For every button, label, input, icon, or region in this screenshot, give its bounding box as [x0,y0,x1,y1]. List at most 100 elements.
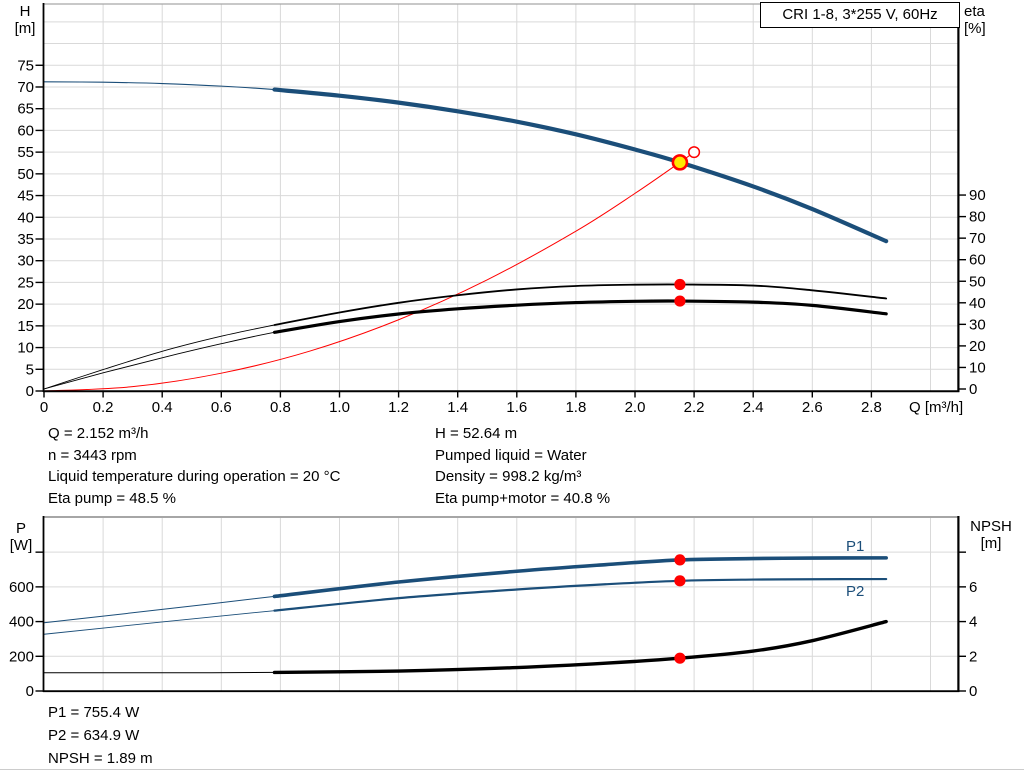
eta-pump-curve-thin [43,283,887,390]
requested-duty-marker [688,146,701,159]
system-curve [43,151,695,392]
eta-pump-operating-dot [674,278,686,291]
tick-label: 90 [969,187,986,204]
operating-readout-right: H = 52.64 m Pumped liquid = Water Densit… [435,423,610,510]
tick-label: 6 [969,579,977,596]
tick-label: 2.2 [684,399,705,416]
bottom-chart-axes: 0 200 400 600 0 2 4 6 [9,516,977,700]
readout-n: n = 3443 rpm [48,446,137,464]
npsh-curve-thin [43,621,887,674]
tick-label: 1.8 [565,399,586,416]
h-axis-title: H [m] [6,3,44,37]
readout-p2: P2 = 634.9 W [48,726,140,744]
npsh-operating-dot [674,652,686,664]
tick-label: 70 [969,230,986,247]
bottom-chart-curves [43,556,888,675]
p2-operating-dot [674,575,686,587]
tick-label: 1.2 [388,399,409,416]
tick-label: 30 [969,316,986,333]
chart-title-box: CRI 1-8, 3*255 V, 60Hz [760,2,960,28]
tick-label: 50 [969,273,986,290]
qh-curve [43,81,889,244]
p1-curve-label: P1 [846,538,865,555]
top-chart-grid [43,3,959,391]
tick-label: 2.0 [625,399,646,416]
bottom-chart-markers [674,554,686,664]
tick-label: 75 [17,57,34,74]
npsh-axis-title-line2: [m] [980,535,1002,552]
tick-label: 45 [17,188,34,205]
tick-label: 0.4 [152,399,173,416]
tick-label: 0.8 [270,399,291,416]
top-chart-markers [671,146,701,307]
tick-label: 25 [17,274,34,291]
q-axis-unit-label: Q [m³/h] [909,399,964,416]
tick-label: 70 [17,79,34,96]
npsh-axis-title-line1: NPSH [970,518,1012,535]
npsh-curve-thick [272,619,888,675]
operating-readout-bottom: P1 = 755.4 W P2 = 634.9 W NPSH = 1.89 m [48,702,153,770]
tick-label: 0 [969,381,977,398]
p1-operating-dot [674,554,686,566]
tick-label: 20 [969,338,986,355]
tick-label: 60 [969,252,986,269]
eta-pump-motor-curve-thin [43,300,887,390]
tick-label: 55 [17,144,34,161]
npsh-axis-title: NPSH [m] [960,518,1022,552]
h-axis-title-line2: [m] [14,20,36,37]
eta-pump-motor-curve [43,299,888,390]
tick-label: 60 [17,122,34,139]
readout-eta-pump: Eta pump = 48.5 % [48,490,176,508]
tick-label: 0 [26,683,34,700]
tick-label: 2.6 [802,399,823,416]
tick-label: 1.6 [506,399,527,416]
tick-label: 2.8 [861,399,882,416]
top-chart-axes: 0 5 10 15 20 25 30 35 40 45 50 55 60 65 70 75 0 10 20 30 40 5… [17,3,986,416]
tick-label: 0.2 [93,399,114,416]
tick-label: 10 [969,359,986,376]
tick-label: 0 [26,383,34,400]
readout-p1: P1 = 755.4 W [48,704,140,721]
tick-label: 80 [969,209,986,226]
tick-label: 2 [969,648,977,665]
readout-liquid-temperature: Liquid temperature during operation = 20… [48,468,341,486]
readout-eta-pump-motor: Eta pump+motor = 40.8 % [435,490,611,508]
p2-curve-thick [273,577,888,612]
tick-label: 40 [969,295,986,312]
tick-label: 65 [17,101,34,118]
qh-curve-thick [272,87,889,244]
p-axis-title-line2: [W] [9,537,33,554]
p1-curve-thin [43,557,887,624]
readout-density: Density = 998.2 kg/m³ [435,468,582,486]
p1-curve [43,556,888,624]
tick-label: 0 [969,683,977,700]
eta-pump-motor-curve-thick [272,299,888,334]
tick-label: 40 [17,209,34,226]
duty-point-marker[interactable] [671,154,689,171]
p-axis-title: P [W] [2,520,40,554]
tick-label: 400 [9,614,34,631]
p2-curve [43,577,888,635]
eta-pump-curve-thick [273,283,888,326]
readout-npsh: NPSH = 1.89 m [48,749,153,767]
eta-pump-motor-operating-dot [674,295,686,307]
bottom-chart-grid [43,516,959,691]
p1-curve-thick [272,556,888,599]
tick-label: 15 [17,318,34,335]
readout-q: Q = 2.152 m³/h [48,425,149,442]
tick-label: 35 [17,231,34,248]
tick-label: 5 [26,361,34,378]
eta-pump-curve [43,283,888,390]
p2-curve-label: P2 [846,583,865,600]
eta-axis-title: eta [%] [964,3,1010,37]
tick-label: 4 [969,614,977,631]
tick-label: 50 [17,166,34,183]
tick-label: 200 [9,648,34,665]
tick-label: 30 [17,253,34,270]
tick-label: 1.4 [447,399,468,416]
readout-pumped-liquid: Pumped liquid = Water [435,446,587,464]
h-axis-title-line1: H [19,3,31,20]
top-chart-curves [43,81,889,392]
